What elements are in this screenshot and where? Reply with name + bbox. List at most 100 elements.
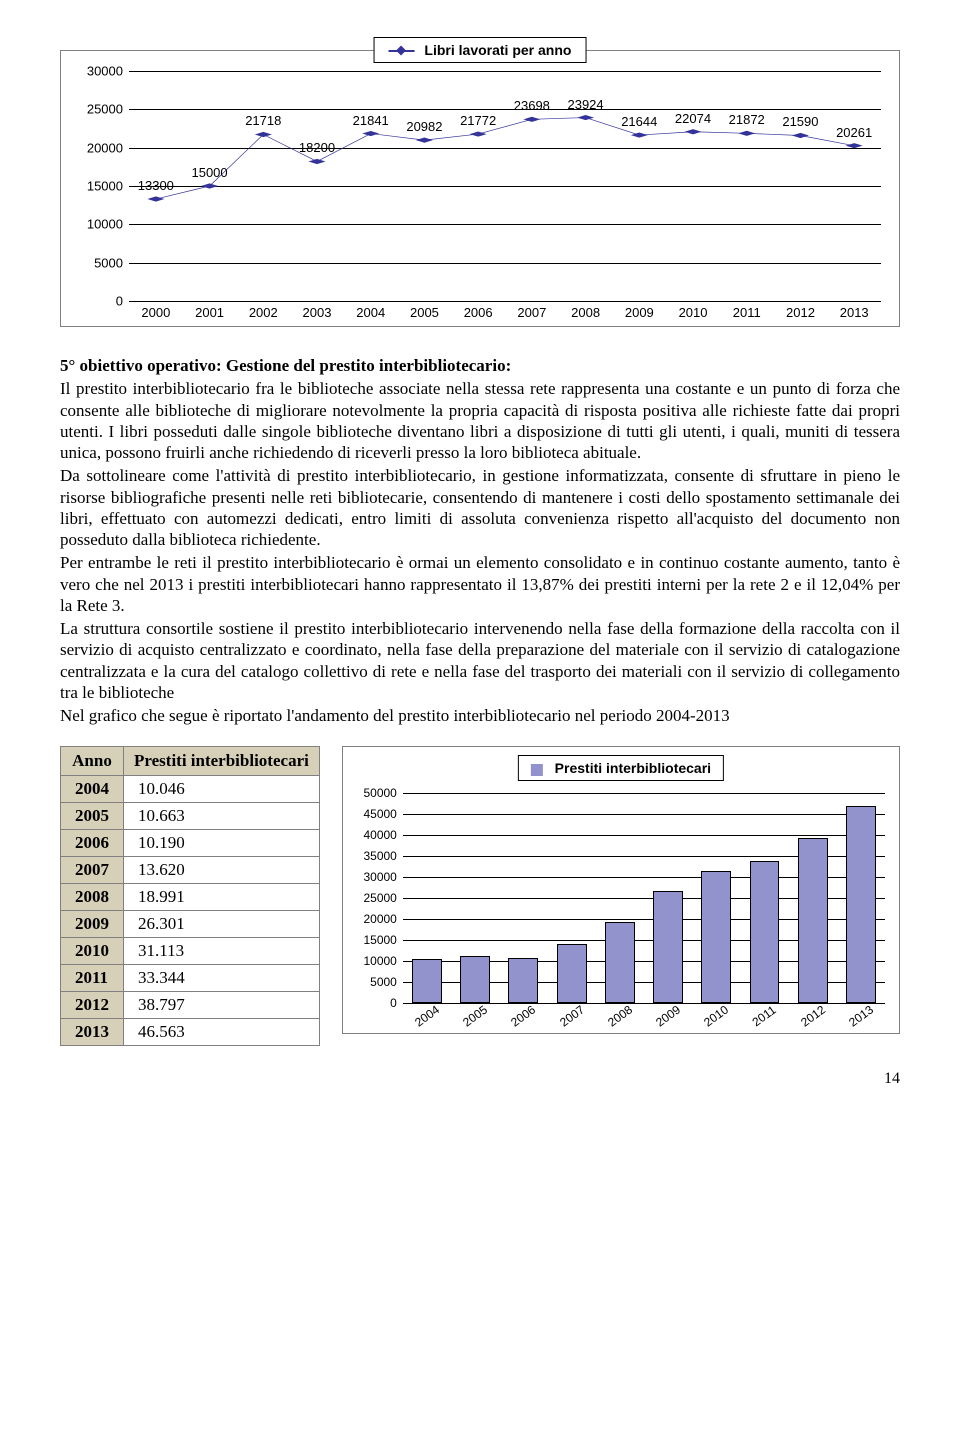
bar bbox=[701, 871, 731, 1004]
cell-year: 2013 bbox=[61, 1019, 124, 1046]
bar bbox=[412, 959, 442, 1003]
cell-year: 2005 bbox=[61, 803, 124, 830]
x-axis-label: 2002 bbox=[236, 305, 290, 320]
y-axis-label: 25000 bbox=[353, 891, 397, 905]
data-label: 21872 bbox=[729, 112, 765, 127]
line-marker-icon bbox=[389, 50, 415, 52]
x-axis-label: 2003 bbox=[290, 305, 344, 320]
y-axis-label: 0 bbox=[353, 996, 397, 1010]
paragraph-2: Da sottolineare come l'attività di prest… bbox=[60, 465, 900, 550]
paragraph-1: Il prestito interbibliotecario fra le bi… bbox=[60, 378, 900, 463]
x-axis-label: 2010 bbox=[666, 305, 720, 320]
cell-year: 2010 bbox=[61, 938, 124, 965]
bar bbox=[508, 958, 538, 1003]
table-row: 200818.991 bbox=[61, 884, 320, 911]
prestiti-table: Anno Prestiti interbibliotecari 200410.0… bbox=[60, 746, 320, 1046]
data-label: 15000 bbox=[191, 165, 227, 180]
bar bbox=[846, 806, 876, 1004]
bar bbox=[798, 838, 828, 1003]
x-axis-label: 2011 bbox=[720, 305, 774, 320]
y-axis-label: 15000 bbox=[353, 933, 397, 947]
y-axis-label: 50000 bbox=[353, 786, 397, 800]
cell-year: 2008 bbox=[61, 884, 124, 911]
x-axis-label: 2004 bbox=[344, 305, 398, 320]
table-row: 200926.301 bbox=[61, 911, 320, 938]
y-axis-label: 5000 bbox=[75, 255, 123, 270]
y-axis-label: 15000 bbox=[75, 179, 123, 194]
table-row: 201238.797 bbox=[61, 992, 320, 1019]
data-label: 21841 bbox=[353, 113, 389, 128]
line-chart-legend: Libri lavorati per anno bbox=[374, 37, 587, 63]
y-axis-label: 20000 bbox=[75, 140, 123, 155]
line-legend-label: Libri lavorati per anno bbox=[424, 42, 571, 58]
cell-value: 10.663 bbox=[124, 803, 320, 830]
y-axis-label: 30000 bbox=[75, 64, 123, 79]
bar bbox=[557, 944, 587, 1003]
cell-year: 2007 bbox=[61, 857, 124, 884]
table-header-anno: Anno bbox=[61, 747, 124, 776]
bar bbox=[750, 861, 780, 1003]
bar-chart-plot: 0500010000150002000025000300003500040000… bbox=[403, 793, 885, 1003]
paragraph-3: Per entrambe le reti il prestito interbi… bbox=[60, 552, 900, 616]
data-label: 22074 bbox=[675, 111, 711, 126]
y-axis-label: 30000 bbox=[353, 870, 397, 884]
y-axis-label: 5000 bbox=[353, 975, 397, 989]
data-label: 20261 bbox=[836, 125, 872, 140]
cell-year: 2006 bbox=[61, 830, 124, 857]
paragraph-4: La struttura consortile sostiene il pres… bbox=[60, 618, 900, 703]
x-axis-label: 2006 bbox=[451, 305, 505, 320]
cell-value: 26.301 bbox=[124, 911, 320, 938]
bar-chart-container: Prestiti interbibliotecari 0500010000150… bbox=[342, 746, 900, 1034]
page-number: 14 bbox=[60, 1070, 900, 1088]
table-row: 201346.563 bbox=[61, 1019, 320, 1046]
cell-value: 10.046 bbox=[124, 776, 320, 803]
data-label: 20982 bbox=[406, 119, 442, 134]
table-row: 201133.344 bbox=[61, 965, 320, 992]
x-axis-label: 2001 bbox=[183, 305, 237, 320]
cell-value: 13.620 bbox=[124, 857, 320, 884]
y-axis-label: 0 bbox=[75, 294, 123, 309]
data-label: 13300 bbox=[138, 178, 174, 193]
y-axis-label: 35000 bbox=[353, 849, 397, 863]
table-row: 200610.190 bbox=[61, 830, 320, 857]
table-row: 201031.113 bbox=[61, 938, 320, 965]
data-label: 23924 bbox=[567, 97, 603, 112]
x-axis-label: 2012 bbox=[774, 305, 828, 320]
body-text: 5° obiettivo operativo: Gestione del pre… bbox=[60, 355, 900, 726]
table-row: 200510.663 bbox=[61, 803, 320, 830]
line-chart-container: Libri lavorati per anno 0500010000150002… bbox=[60, 50, 900, 327]
cell-value: 10.190 bbox=[124, 830, 320, 857]
gridline bbox=[403, 1003, 885, 1004]
bar-legend-label: Prestiti interbibliotecari bbox=[555, 760, 711, 776]
y-axis-label: 25000 bbox=[75, 102, 123, 117]
cell-year: 2009 bbox=[61, 911, 124, 938]
data-label: 18200 bbox=[299, 140, 335, 155]
data-label: 21590 bbox=[782, 114, 818, 129]
cell-value: 33.344 bbox=[124, 965, 320, 992]
y-axis-label: 10000 bbox=[353, 954, 397, 968]
cell-year: 2004 bbox=[61, 776, 124, 803]
x-axis-label: 2009 bbox=[612, 305, 666, 320]
heading-5-obiettivo: 5° obiettivo operativo: Gestione del pre… bbox=[60, 355, 900, 376]
data-label: 23698 bbox=[514, 98, 550, 113]
bar bbox=[653, 891, 683, 1003]
y-axis-label: 45000 bbox=[353, 807, 397, 821]
table-row: 200713.620 bbox=[61, 857, 320, 884]
x-axis-label: 2007 bbox=[505, 305, 559, 320]
table-row: 200410.046 bbox=[61, 776, 320, 803]
table-header-prestiti: Prestiti interbibliotecari bbox=[124, 747, 320, 776]
x-axis-label: 2008 bbox=[559, 305, 613, 320]
bar-color-swatch-icon bbox=[531, 764, 543, 776]
line-chart-plot: 050001000015000200002500030000 133001500… bbox=[129, 71, 881, 301]
data-label: 21718 bbox=[245, 113, 281, 128]
cell-value: 18.991 bbox=[124, 884, 320, 911]
x-axis-label: 2013 bbox=[827, 305, 881, 320]
gridline bbox=[129, 301, 881, 302]
cell-value: 31.113 bbox=[124, 938, 320, 965]
data-label: 21772 bbox=[460, 113, 496, 128]
paragraph-5: Nel grafico che segue è riportato l'anda… bbox=[60, 705, 900, 726]
y-axis-label: 20000 bbox=[353, 912, 397, 926]
cell-value: 46.563 bbox=[124, 1019, 320, 1046]
bar bbox=[460, 956, 490, 1003]
bar-chart-legend: Prestiti interbibliotecari bbox=[518, 755, 724, 781]
